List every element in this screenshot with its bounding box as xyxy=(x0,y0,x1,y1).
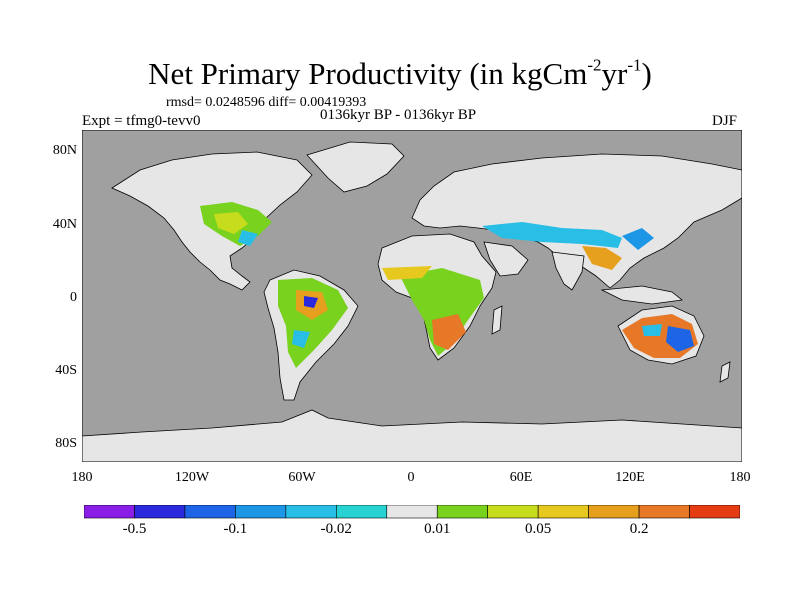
title-exponent-2: -1 xyxy=(627,55,642,75)
lon-label-60e: 60E xyxy=(509,470,533,485)
colorbar-box xyxy=(689,505,740,519)
patch-aus-blue xyxy=(666,326,694,352)
season-label: DJF xyxy=(712,113,738,129)
lat-label-40n: 40N xyxy=(52,217,77,232)
colorbar-box xyxy=(84,505,135,519)
land-greenland xyxy=(306,141,405,193)
lon-label-120w: 120W xyxy=(174,470,210,485)
map-title: Net Primary Productivity (in kgCm-2yr-1) xyxy=(0,56,800,92)
experiment-label: Expt = tfmg0-tevv0 xyxy=(82,113,201,129)
patch-asia-orange xyxy=(582,246,622,270)
npp-change-patches xyxy=(200,202,698,368)
patch-sa-cyan xyxy=(292,330,310,348)
colorbar-box xyxy=(285,505,337,519)
land-india xyxy=(551,251,585,291)
colorbar-label: -0.02 xyxy=(320,521,352,537)
colorbar-label: -0.1 xyxy=(223,521,248,537)
colorbar-box xyxy=(235,505,287,519)
colorbar xyxy=(84,505,740,519)
colorbar-box xyxy=(336,505,388,519)
lon-label-0: 0 xyxy=(407,470,415,485)
colorbar-box xyxy=(537,505,589,519)
patch-asia-cyan xyxy=(482,222,622,248)
colorbar-box xyxy=(487,505,539,519)
patch-sa-green xyxy=(278,278,348,368)
title-text: Net Primary Productivity (in kgCm xyxy=(148,56,588,91)
title-close: ) xyxy=(641,56,652,91)
patch-af-orange xyxy=(432,314,466,350)
lon-label-180w: 180 xyxy=(71,470,93,485)
colorbar-label: 0.2 xyxy=(629,521,649,537)
land-madagascar xyxy=(491,305,503,335)
lat-label-80s: 80S xyxy=(55,436,77,451)
colorbar-box xyxy=(588,505,640,519)
lon-label-120e: 120E xyxy=(615,470,645,485)
stats-label: rmsd= 0.0248596 diff= 0.00419393 xyxy=(166,95,367,110)
colorbar-box xyxy=(386,505,438,519)
title-unit: yr xyxy=(601,56,628,91)
patch-sa-blue xyxy=(304,296,318,308)
land-arabia xyxy=(483,241,529,277)
patch-na-yellow xyxy=(214,212,248,234)
lat-label-80n: 80N xyxy=(52,143,77,158)
patch-aus-cyan xyxy=(642,324,662,336)
lon-label-60w: 60W xyxy=(288,470,316,485)
lat-label-40s: 40S xyxy=(55,363,77,378)
period-label: 0136kyr BP - 0136kyr BP xyxy=(320,107,477,123)
patch-af-yellow xyxy=(382,266,432,280)
colorbar-box xyxy=(134,505,186,519)
patch-na-blue xyxy=(238,230,258,246)
patch-china-blue xyxy=(622,228,654,250)
patch-af-green xyxy=(400,268,484,356)
title-exponent-1: -2 xyxy=(587,55,602,75)
colorbar-box xyxy=(638,505,690,519)
colorbar-label: 0.01 xyxy=(424,521,451,537)
colorbar-box xyxy=(184,505,236,519)
colorbar-box xyxy=(436,505,488,519)
land-new-zealand xyxy=(719,361,731,383)
lat-label-0: 0 xyxy=(70,290,77,305)
land-antarctica xyxy=(82,409,742,462)
lon-label-180e: 180 xyxy=(729,470,751,485)
colorbar-label: -0.5 xyxy=(122,521,147,537)
world-map xyxy=(82,130,742,462)
land-indonesia xyxy=(600,285,683,305)
colorbar-label: 0.05 xyxy=(525,521,552,537)
